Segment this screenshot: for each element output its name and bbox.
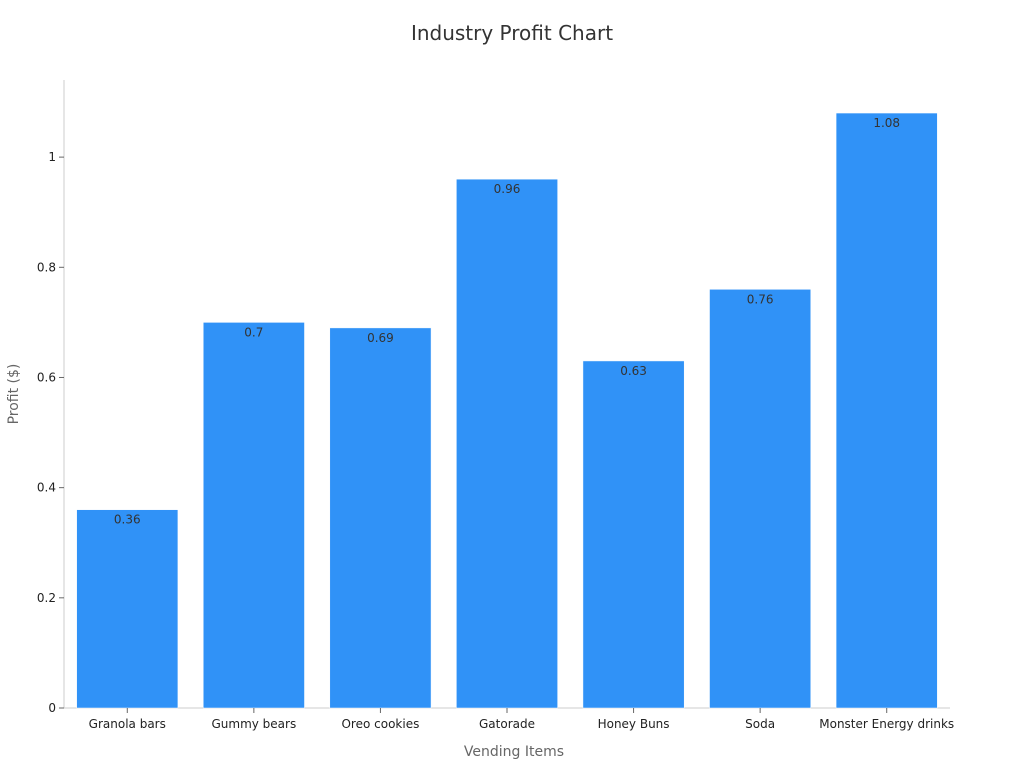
x-tick-label: Granola bars [89,717,166,731]
bar-value-label: 0.36 [114,513,141,527]
x-tick-label: Oreo cookies [341,717,419,731]
x-tick-label: Monster Energy drinks [819,717,954,731]
y-axis-title: Profit ($) [6,364,22,425]
bar [835,112,938,709]
bar [202,322,305,709]
bar [456,178,558,709]
bar-value-label: 0.7 [244,325,263,339]
bar-value-label: 0.69 [367,331,394,345]
bar-value-label: 0.76 [747,292,774,306]
y-tick-label: 0.6 [37,370,56,384]
x-tick-label: Gummy bears [211,717,296,731]
bar-value-label: 1.08 [873,116,900,130]
bar [582,360,685,709]
bar-value-label: 0.63 [620,364,647,378]
bar-value-label: 0.96 [494,182,521,196]
bar [76,509,179,709]
y-tick-label: 0.2 [37,591,56,605]
bar [709,289,812,709]
y-tick-label: 0 [48,701,56,715]
x-tick-label: Soda [745,717,775,731]
x-tick-label: Gatorade [479,717,535,731]
y-tick-label: 1 [48,150,56,164]
chart-title: Industry Profit Chart [411,21,613,45]
bar [329,327,432,709]
y-tick-label: 0.4 [37,481,56,495]
y-tick-label: 0.8 [37,260,56,274]
x-axis-title: Vending Items [464,744,564,760]
plot-area: 0 0.2 0.4 0.6 0.8 1 0.36 Granola bars 0.7 Gummy b… [37,80,954,731]
x-tick-label: Honey Buns [598,717,670,731]
